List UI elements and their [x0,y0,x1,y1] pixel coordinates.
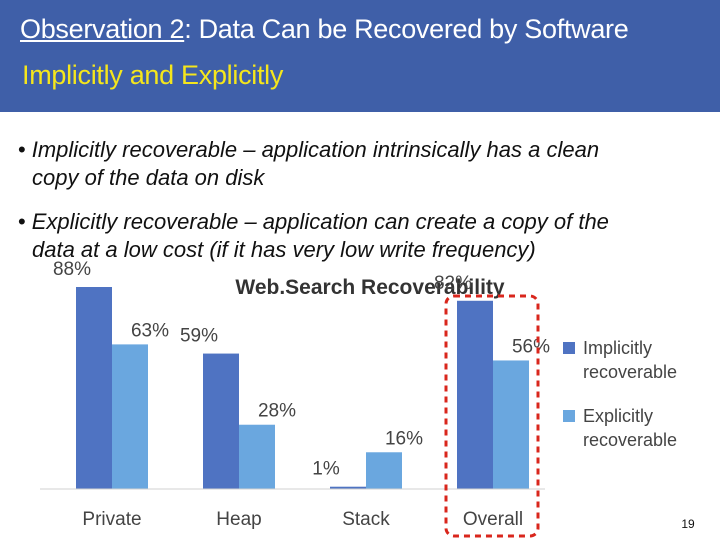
bar-explicitly-heap [239,424,275,489]
legend-swatch-explicitly [563,410,575,422]
value-label-implicitly-private: 88% [53,259,91,280]
bar-explicitly-overall [493,360,529,489]
bullet-explicit-line2: data at a low cost (if it has very low w… [32,237,536,262]
bullet-dot: • [18,137,26,162]
value-label-implicitly-stack: 1% [312,459,340,480]
bullet-implicit-line1: Implicitly recoverable – application int… [31,137,600,162]
value-label-implicitly-overall: 82% [434,273,472,294]
legend-label-explicitly: Explicitly recoverable [583,406,677,450]
value-label-explicitly-private: 63% [131,320,169,341]
value-label-explicitly-stack: 16% [385,428,423,449]
slide-title: Observation 2: Data Can be Recovered by … [20,14,629,45]
overall-highlight-box [444,294,540,538]
value-label-implicitly-heap: 59% [180,326,218,347]
legend: Implicitly recoverable Explicitly recoverab… [563,338,677,450]
bar-explicitly-private [112,344,148,489]
value-label-explicitly-heap: 28% [258,401,296,422]
bullet-dot: • [18,209,26,234]
title-bar: Observation 2: Data Can be Recovered by … [0,0,720,112]
bullet-explicit: • Explicitly recoverable – application ca… [18,208,708,264]
bar-explicitly-stack [366,452,402,489]
bullet-explicit-line1: Explicitly recoverable – application can… [31,209,609,234]
chart-title: Web.Search Recoverability [235,276,505,299]
title-prefix: Observation 2 [20,14,185,44]
bar-implicitly-stack [330,486,366,489]
bullet-implicit: • Implicitly recoverable – application in… [18,136,708,192]
category-label-private: Private [82,509,141,530]
slide-subtitle: Implicitly and Explicitly [22,60,284,90]
category-label-overall: Overall [463,509,523,530]
bar-implicitly-heap [203,353,239,489]
bars-group: 88% 63% 59% 28% 1% 16% 82% 56% [53,259,550,489]
legend-label-implicitly: Implicitly recoverable [583,338,677,382]
legend-swatch-implicitly [563,342,575,354]
value-label-explicitly-overall: 56% [512,336,550,357]
bar-implicitly-overall [457,300,493,489]
category-label-stack: Stack [342,509,390,530]
bar-implicitly-private [76,287,112,489]
category-label-heap: Heap [216,509,261,530]
title-rest: : Data Can be Recovered by Software [184,14,629,44]
category-labels: Private Heap Stack Overall [82,509,523,530]
bullet-implicit-line2: copy of the data on disk [32,165,265,190]
page-number: 19 [681,517,695,531]
